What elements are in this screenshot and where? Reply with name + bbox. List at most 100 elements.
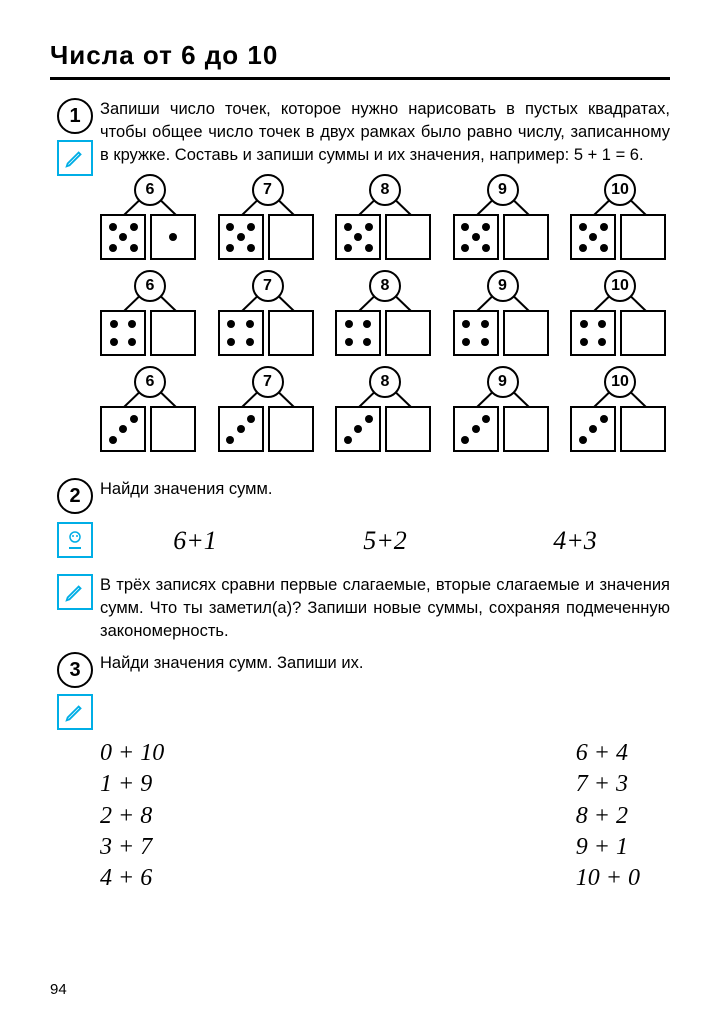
dot-box-left (218, 406, 264, 452)
dot-boxes (570, 406, 666, 452)
pencil-icon (57, 140, 93, 176)
dot-row: 678910 (100, 286, 670, 356)
dot-boxes (100, 310, 196, 356)
dot (462, 320, 470, 328)
dot-box-right (620, 214, 666, 260)
dot (461, 436, 469, 444)
dot (579, 436, 587, 444)
dot (344, 223, 352, 231)
dot-box-right (385, 214, 431, 260)
target-number: 6 (134, 174, 166, 206)
dot (110, 320, 118, 328)
dot-box-right (150, 310, 196, 356)
dot (598, 320, 606, 328)
dot (109, 436, 117, 444)
target-number: 7 (252, 174, 284, 206)
task-1-side: 1 (50, 98, 100, 176)
pencil-icon (57, 574, 93, 610)
dot-row: 678910 (100, 382, 670, 452)
sum-item: 10 + 0 (576, 863, 640, 894)
task-2-text-1: Найди значения сумм. (100, 478, 670, 501)
dot (481, 320, 489, 328)
dot (365, 244, 373, 252)
dot (482, 244, 490, 252)
dot (482, 223, 490, 231)
sum-item: 2 + 8 (100, 801, 164, 832)
dot-box-right (385, 310, 431, 356)
dot (247, 244, 255, 252)
task-1-text: Запиши число точек, которое нужно нарисо… (100, 98, 670, 166)
dot-boxes (570, 310, 666, 356)
think-icon (57, 522, 93, 558)
dot-boxes (335, 406, 431, 452)
dot (344, 436, 352, 444)
dot-group: 8 (335, 286, 435, 356)
title-rule (50, 77, 670, 80)
dot-box-left (570, 310, 616, 356)
dot-box-right (268, 310, 314, 356)
target-number: 9 (487, 366, 519, 398)
sum-2: 5+2 (363, 526, 407, 556)
dot (109, 244, 117, 252)
dot-boxes (335, 310, 431, 356)
dot-group: 7 (218, 190, 318, 260)
dot-groups: 678910678910678910 (100, 190, 670, 452)
dot (354, 233, 362, 241)
task-1: 1 Запиши число точек, которое нужно нари… (50, 98, 670, 176)
sum-item: 7 + 3 (576, 769, 640, 800)
dot-box-right (268, 214, 314, 260)
dot (247, 415, 255, 423)
task-1-number: 1 (57, 98, 93, 134)
sum-item: 8 + 2 (576, 801, 640, 832)
target-number: 8 (369, 366, 401, 398)
dot (226, 244, 234, 252)
dot-box-left (218, 310, 264, 356)
dot-box-left (453, 310, 499, 356)
dot-box-left (100, 310, 146, 356)
task-3-right-col: 6 + 47 + 38 + 29 + 110 + 0 (576, 738, 640, 894)
dot (109, 223, 117, 231)
dot (169, 233, 177, 241)
dot (246, 338, 254, 346)
dot (119, 425, 127, 433)
task-3-columns: 0 + 101 + 92 + 83 + 74 + 6 6 + 47 + 38 +… (100, 738, 640, 894)
dot (472, 425, 480, 433)
dot-group: 10 (570, 286, 670, 356)
dot (363, 320, 371, 328)
dot-box-left (335, 406, 381, 452)
dot-boxes (453, 406, 549, 452)
dot-group: 8 (335, 382, 435, 452)
dot (226, 436, 234, 444)
dot-group: 9 (453, 190, 553, 260)
dot-group: 6 (100, 190, 200, 260)
target-number: 10 (604, 270, 636, 302)
target-number: 6 (134, 366, 166, 398)
sum-1: 6+1 (173, 526, 217, 556)
dot (600, 223, 608, 231)
dot-boxes (570, 214, 666, 260)
dot-row: 678910 (100, 190, 670, 260)
dot (227, 338, 235, 346)
dot-boxes (100, 406, 196, 452)
sum-item: 9 + 1 (576, 832, 640, 863)
dot-box-left (453, 406, 499, 452)
dot-boxes (335, 214, 431, 260)
dot-box-right (503, 310, 549, 356)
dot (579, 223, 587, 231)
dot-box-left (453, 214, 499, 260)
dot (237, 233, 245, 241)
task-2b-side (50, 574, 100, 610)
task-2-sums-row: 6+1 5+2 4+3 (50, 522, 670, 566)
dot (345, 338, 353, 346)
sum-item: 6 + 4 (576, 738, 640, 769)
dot (128, 338, 136, 346)
dot (598, 338, 606, 346)
task-3: 3 Найди значения сумм. Запиши их. (50, 652, 670, 730)
page-number: 94 (50, 981, 67, 998)
dot (482, 415, 490, 423)
dot (589, 425, 597, 433)
dot-group: 9 (453, 382, 553, 452)
dot-box-right (385, 406, 431, 452)
target-number: 6 (134, 270, 166, 302)
dot-box-right (150, 406, 196, 452)
